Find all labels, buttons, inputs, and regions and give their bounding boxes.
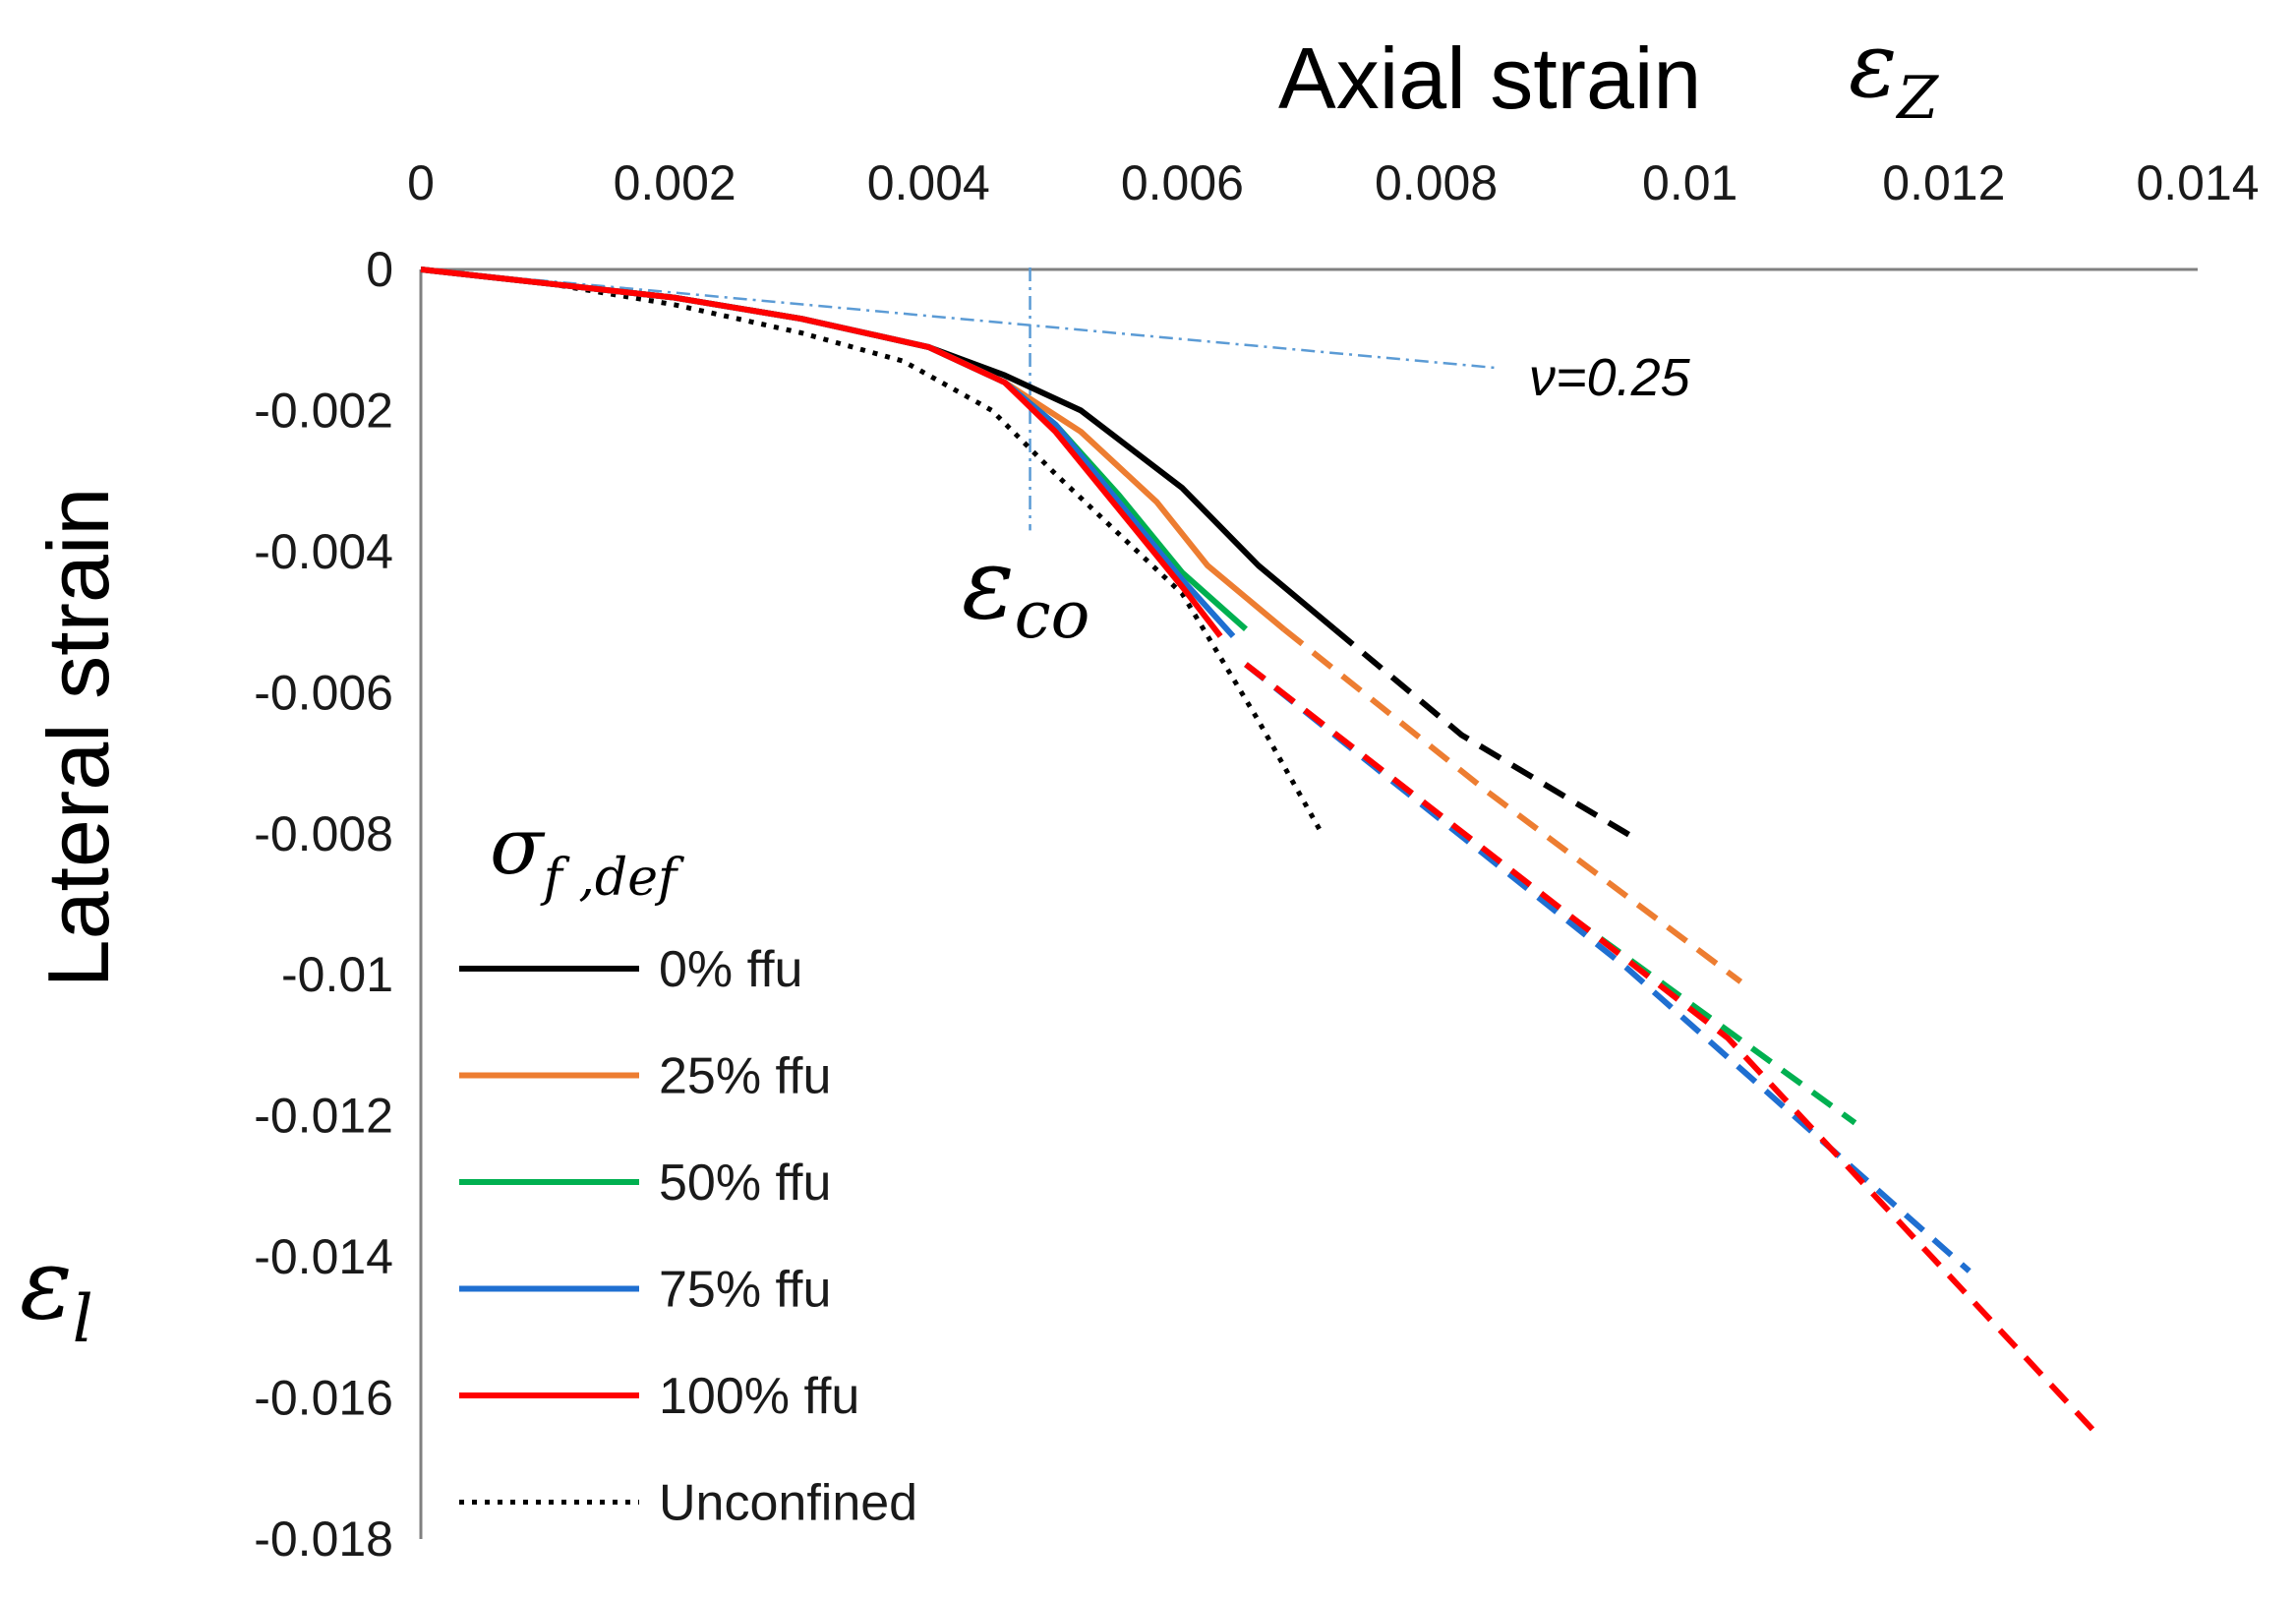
y-tick-label-8: -0.016 bbox=[254, 1371, 393, 1426]
y-tick-label-6: -0.012 bbox=[254, 1089, 393, 1144]
y-tick-label-7: -0.014 bbox=[254, 1229, 393, 1284]
x-tick-label-7: 0.014 bbox=[2136, 155, 2259, 210]
series-line-100pct-ffu bbox=[420, 266, 1223, 638]
series-line-0pct-ffu bbox=[420, 266, 1337, 632]
y-tick-label-9: -0.018 bbox=[254, 1511, 393, 1567]
series-dashed-100pct-ffu bbox=[1244, 662, 2098, 1436]
legend-label-25pct-ffu: 25% ffu bbox=[659, 1048, 831, 1105]
y-axis-title: Lateral strain bbox=[29, 488, 127, 988]
legend-label-75pct-ffu: 75% ffu bbox=[659, 1262, 831, 1319]
x-axis-symbol: εZ bbox=[1849, 13, 1939, 133]
legend-label-50pct-ffu: 50% ffu bbox=[659, 1155, 831, 1212]
legend-title-subscript: f ,def bbox=[540, 849, 684, 908]
x-tick-label-5: 0.01 bbox=[1642, 155, 1737, 210]
legend: σf ,def 0% ffu 25% ffu 50% ffu 75% ffu 100% … bbox=[459, 800, 917, 1532]
x-axis-symbol-letter: ε bbox=[1849, 13, 1897, 118]
series-dashed-0pct-ffu bbox=[1332, 626, 1641, 844]
y-axis-symbol-letter: ε bbox=[20, 1226, 73, 1341]
legend-label-unconfined: Unconfined bbox=[659, 1475, 917, 1532]
poisson-ratio-label: ν=0.25 bbox=[1529, 348, 1691, 407]
eco-label-subscript: co bbox=[1015, 577, 1090, 653]
eco-label: εco bbox=[962, 526, 1089, 653]
y-axis-symbol: εl bbox=[20, 1226, 93, 1357]
legend-label-100pct-ffu: 100% ffu bbox=[659, 1368, 859, 1425]
y-tick-label-2: -0.004 bbox=[254, 524, 393, 579]
legend-items: 0% ffu 25% ffu 50% ffu 75% ffu 100% ffu Uncon… bbox=[459, 941, 917, 1532]
y-tick-label-3: -0.006 bbox=[254, 665, 393, 720]
y-axis-symbol-subscript: l bbox=[73, 1281, 93, 1357]
x-tick-labels: 0 0.002 0.004 0.006 0.008 0.01 0.012 0.014 bbox=[407, 155, 2259, 210]
x-tick-label-1: 0.002 bbox=[614, 155, 736, 210]
legend-label-0pct-ffu: 0% ffu bbox=[659, 941, 802, 998]
x-axis-title: Axial strain bbox=[1278, 30, 1701, 127]
x-axis-symbol-subscript: Z bbox=[1895, 64, 1939, 133]
y-tick-label-1: -0.002 bbox=[254, 383, 393, 438]
x-tick-label-3: 0.006 bbox=[1121, 155, 1244, 210]
series-layer bbox=[420, 266, 2098, 1436]
series-line-25pct-ffu bbox=[420, 266, 1286, 632]
legend-title-letter: σ bbox=[490, 800, 546, 892]
x-tick-label-2: 0.004 bbox=[867, 155, 990, 210]
x-tick-label-4: 0.008 bbox=[1375, 155, 1498, 210]
y-tick-label-0: 0 bbox=[366, 242, 393, 297]
y-tick-labels: 0 -0.002 -0.004 -0.006 -0.008 -0.01 -0.012 -0.0… bbox=[254, 242, 393, 1567]
eco-label-letter: ε bbox=[962, 526, 1015, 641]
series-line-unconfined bbox=[420, 266, 1325, 836]
series-dashed-25pct-ffu bbox=[1281, 626, 1743, 984]
x-tick-label-0: 0 bbox=[407, 155, 435, 210]
y-tick-label-5: -0.01 bbox=[281, 947, 393, 1002]
poisson-ratio-line bbox=[420, 267, 1501, 370]
annotations bbox=[420, 267, 1501, 531]
y-tick-label-4: -0.008 bbox=[254, 806, 393, 861]
x-tick-label-6: 0.012 bbox=[1882, 155, 2005, 210]
legend-title: σf ,def bbox=[490, 800, 684, 908]
